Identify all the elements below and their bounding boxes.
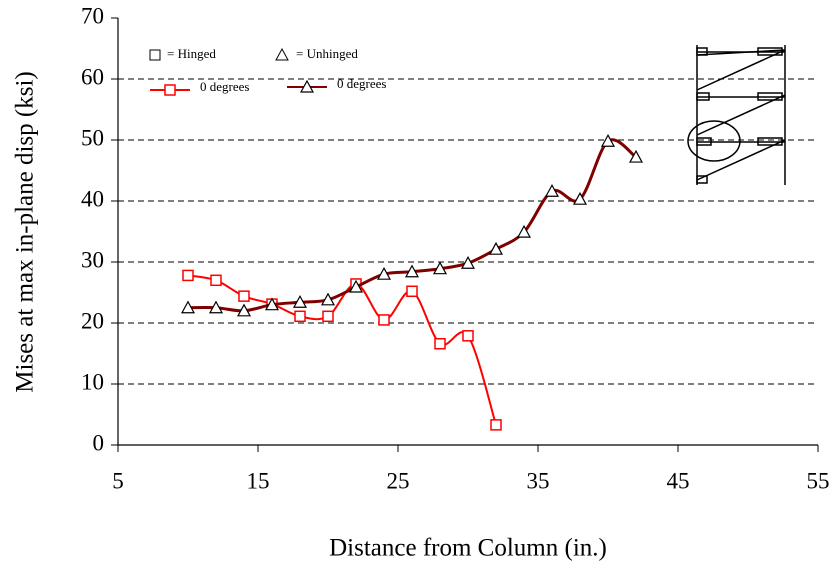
- marker: [490, 419, 502, 431]
- marker: [210, 274, 222, 287]
- frame-diagram: [687, 45, 786, 185]
- y-axis-title: Mises at max in-plane disp (ksi): [12, 71, 39, 392]
- marker: [322, 310, 334, 323]
- legend: = Hinged = Unhinged 0 degrees 0 degrees: [149, 46, 386, 96]
- marker: [600, 133, 616, 147]
- legend-symbol: [275, 47, 289, 61]
- x-tick-label: 25: [387, 468, 410, 493]
- x-tick-label: 35: [527, 468, 550, 493]
- marker: [236, 303, 252, 317]
- marker: [462, 330, 474, 342]
- marker: [516, 224, 532, 238]
- x-tick-label: 15: [247, 468, 270, 493]
- marker: [434, 337, 446, 350]
- marker: [460, 255, 476, 269]
- marker: [264, 297, 280, 311]
- marker: [572, 191, 588, 205]
- marker: [208, 300, 224, 314]
- marker: [294, 310, 306, 323]
- x-tick-label: 45: [667, 468, 690, 493]
- marker: [406, 285, 418, 298]
- marker: [320, 292, 336, 306]
- legend-marker: [299, 79, 315, 93]
- marker: [544, 183, 560, 197]
- y-tick-label: 20: [81, 308, 104, 333]
- legend-note: = Hinged: [167, 46, 216, 61]
- x-tick-label: 5: [112, 468, 124, 493]
- marker: [404, 264, 420, 278]
- y-tick-label: 0: [93, 430, 105, 455]
- legend-label: 0 degrees: [200, 79, 249, 94]
- y-tick-label: 40: [81, 186, 104, 211]
- marker: [292, 295, 308, 308]
- legend-label: 0 degrees: [337, 76, 386, 91]
- marker: [376, 266, 392, 280]
- marker: [432, 261, 448, 275]
- legend-marker: [164, 84, 176, 96]
- legend-symbol: [149, 49, 161, 61]
- series-line: [187, 274, 497, 426]
- legend-note: = Unhinged: [296, 46, 358, 61]
- x-tick-label: 55: [807, 468, 830, 493]
- series-line: [187, 138, 637, 313]
- y-tick-label: 60: [81, 64, 104, 89]
- marker: [182, 269, 194, 282]
- y-tick-label: 70: [81, 3, 104, 28]
- y-tick-label: 10: [81, 369, 104, 394]
- marker: [238, 290, 250, 302]
- marker: [348, 279, 364, 293]
- y-tick-label: 30: [81, 247, 104, 272]
- marker: [628, 149, 644, 163]
- marker: [488, 241, 504, 255]
- marker: [180, 300, 196, 314]
- marker: [378, 314, 390, 326]
- x-axis-title: Distance from Column (in.): [329, 535, 607, 562]
- y-tick-label: 50: [81, 125, 104, 150]
